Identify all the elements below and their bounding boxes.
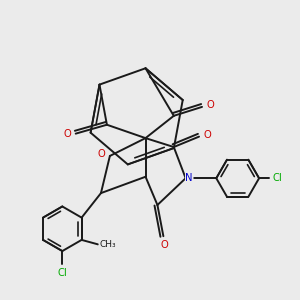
Text: Cl: Cl xyxy=(57,268,67,278)
Text: Cl: Cl xyxy=(273,173,283,183)
Text: N: N xyxy=(185,173,193,183)
Text: O: O xyxy=(160,239,168,250)
Text: O: O xyxy=(64,129,71,139)
Text: O: O xyxy=(206,100,214,110)
Text: CH₃: CH₃ xyxy=(99,240,116,249)
Text: O: O xyxy=(98,149,105,160)
Text: O: O xyxy=(203,130,211,140)
